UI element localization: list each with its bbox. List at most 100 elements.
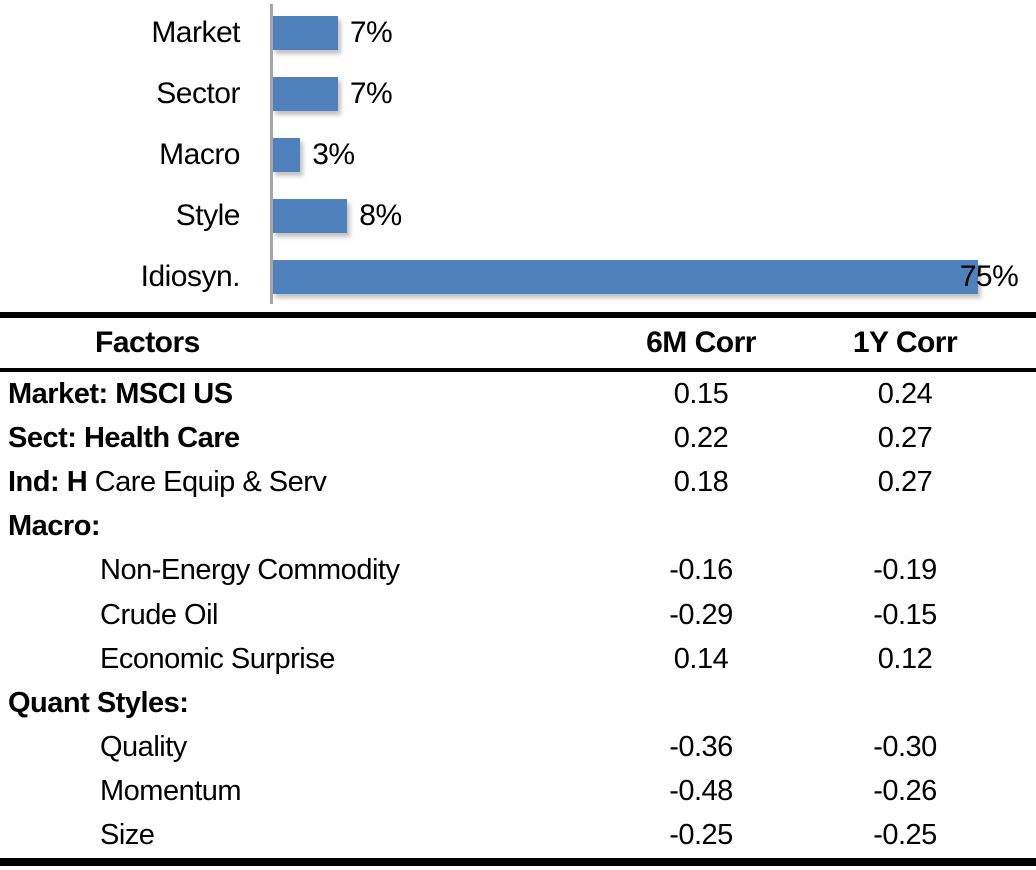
factor-label: Momentum xyxy=(0,775,592,808)
corr-6m-cell: -0.29 xyxy=(669,598,733,631)
corr-1y-cell: -0.26 xyxy=(873,775,937,808)
corr-6m-cell: 0.14 xyxy=(673,642,729,675)
table-row: Non-Energy Commodity -0.16 -0.19 xyxy=(0,549,1036,593)
chart-bar-value-label: 7% xyxy=(349,76,393,110)
table-row: Macro: xyxy=(0,505,1036,549)
factor-label: Quant Styles: xyxy=(0,687,592,720)
factor-label: Crude Oil xyxy=(0,599,592,632)
factor-label: Sect: Health Care xyxy=(0,422,592,455)
chart-category-label: Market xyxy=(151,15,240,49)
chart-bar-row: Macro 3% xyxy=(0,124,1036,185)
chart-bar-value-label: 3% xyxy=(312,137,355,171)
header-cell-factors: Factors xyxy=(0,326,592,360)
chart-bar-value-label: 75% xyxy=(959,259,1019,293)
factor-label-segment: Care Equip & Serv xyxy=(87,465,327,498)
chart-bar xyxy=(272,259,978,294)
factor-label: Ind: H Care Equip & Serv xyxy=(0,466,592,499)
factor-cell: Quant Styles: xyxy=(0,687,592,720)
table-body: Market: MSCI US 0.15 0.24 Sect: Health C… xyxy=(0,372,1036,858)
table-row: Momentum -0.48 -0.26 xyxy=(0,770,1036,814)
factor-label-segment: Quality xyxy=(100,731,187,764)
corr-1y-cell: -0.15 xyxy=(873,598,937,631)
risk-contribution-bar-chart: Market 7% Sector 7% Macro 3% Style xyxy=(0,0,1036,312)
corr-6m-cell: 0.15 xyxy=(673,377,729,410)
chart-category-label: Idiosyn. xyxy=(140,259,241,293)
factor-cell: Momentum xyxy=(0,775,592,808)
chart-bar xyxy=(272,76,338,111)
chart-bar xyxy=(272,198,348,233)
factor-label-segment: Non-Energy Commodity xyxy=(100,554,400,587)
factor-label-segment: Size xyxy=(100,819,155,852)
corr-1y-cell: 0.24 xyxy=(877,377,933,410)
chart-bar-area: 3% xyxy=(272,137,1036,172)
table-header-row: Factors 6M Corr 1Y Corr xyxy=(0,318,1036,368)
factor-label-segment: Economic Surprise xyxy=(100,642,335,675)
factor-cell: Non-Energy Commodity xyxy=(0,554,592,587)
corr-1y-cell: -0.30 xyxy=(873,731,937,764)
chart-bar-row: Sector 7% xyxy=(0,63,1036,124)
table-row: Size -0.25 -0.25 xyxy=(0,814,1036,858)
corr-6m-cell: -0.25 xyxy=(669,819,733,852)
corr-1y-cell: 0.12 xyxy=(877,642,933,675)
factor-cell: Economic Surprise xyxy=(0,643,592,676)
factor-cell: Macro: xyxy=(0,510,592,543)
header-factors-label: Factors xyxy=(95,326,200,359)
factor-label: Size xyxy=(0,819,592,852)
factor-label: Non-Energy Commodity xyxy=(0,554,592,587)
factor-cell: Ind: H Care Equip & Serv xyxy=(0,466,592,499)
table-row: Quant Styles: xyxy=(0,681,1036,725)
factor-label-segment: Momentum xyxy=(100,775,242,808)
factor-label-segment: Health Care xyxy=(76,421,240,454)
chart-axis-line xyxy=(270,4,273,304)
table-header-underline xyxy=(0,368,1036,372)
corr-1y-cell: -0.19 xyxy=(873,554,937,587)
chart-bar-row: Market 7% xyxy=(0,2,1036,63)
chart-bar-area: 8% xyxy=(272,198,1036,233)
factor-cell: Size xyxy=(0,819,592,852)
corr-6m-cell: -0.36 xyxy=(669,731,733,764)
table-row: Crude Oil -0.29 -0.15 xyxy=(0,593,1036,637)
factor-label: Macro: xyxy=(0,510,592,543)
header-cell-1y-corr: 1Y Corr xyxy=(852,326,958,359)
factor-correlation-table: Factors 6M Corr 1Y Corr Market: MSCI US … xyxy=(0,312,1036,867)
corr-6m-cell: 0.22 xyxy=(673,421,729,454)
chart-bar-value-label: 8% xyxy=(359,198,402,232)
chart-bar-area: 7% xyxy=(272,76,1036,111)
factor-label-segment: MSCI US xyxy=(107,377,233,410)
chart-bar-value-label: 7% xyxy=(349,15,393,49)
factor-cell: Quality xyxy=(0,731,592,764)
corr-6m-cell: 0.18 xyxy=(673,465,729,498)
factor-cell: Sect: Health Care xyxy=(0,422,592,455)
chart-bar xyxy=(272,137,301,172)
corr-6m-cell: -0.16 xyxy=(669,554,733,587)
factor-label: Economic Surprise xyxy=(0,643,592,676)
chart-bar-row: Style 8% xyxy=(0,185,1036,246)
chart-bar-row: Idiosyn. 75% xyxy=(0,246,1036,307)
factor-label-segment: Quant Styles: xyxy=(8,686,189,719)
table-bottom-border xyxy=(0,858,1036,867)
factor-label: Quality xyxy=(0,731,592,764)
chart-bar xyxy=(272,15,338,50)
table-row: Market: MSCI US 0.15 0.24 xyxy=(0,372,1036,416)
chart-bar-area: 75% xyxy=(272,259,1036,294)
table-row: Quality -0.36 -0.30 xyxy=(0,726,1036,770)
chart-bar-area: 7% xyxy=(272,15,1036,50)
factor-cell: Market: MSCI US xyxy=(0,378,592,411)
corr-1y-cell: 0.27 xyxy=(877,421,933,454)
factor-cell: Crude Oil xyxy=(0,599,592,632)
header-cell-6m-corr: 6M Corr xyxy=(646,326,756,359)
table-top-border xyxy=(0,312,1036,318)
table-row: Sect: Health Care 0.22 0.27 xyxy=(0,416,1036,460)
chart-category-label: Macro xyxy=(159,137,240,171)
corr-1y-cell: 0.27 xyxy=(877,465,933,498)
factor-label: Market: MSCI US xyxy=(0,378,592,411)
corr-6m-cell: -0.48 xyxy=(669,775,733,808)
table-row: Economic Surprise 0.14 0.12 xyxy=(0,637,1036,681)
table-row: Ind: H Care Equip & Serv 0.18 0.27 xyxy=(0,460,1036,504)
factor-label-segment: Crude Oil xyxy=(100,598,219,631)
chart-rows-container: Market 7% Sector 7% Macro 3% Style xyxy=(0,2,1036,307)
factor-label-segment: Sect: xyxy=(8,421,77,454)
factor-label-segment: Market: xyxy=(8,377,108,410)
factor-label-segment: Macro: xyxy=(8,510,101,543)
